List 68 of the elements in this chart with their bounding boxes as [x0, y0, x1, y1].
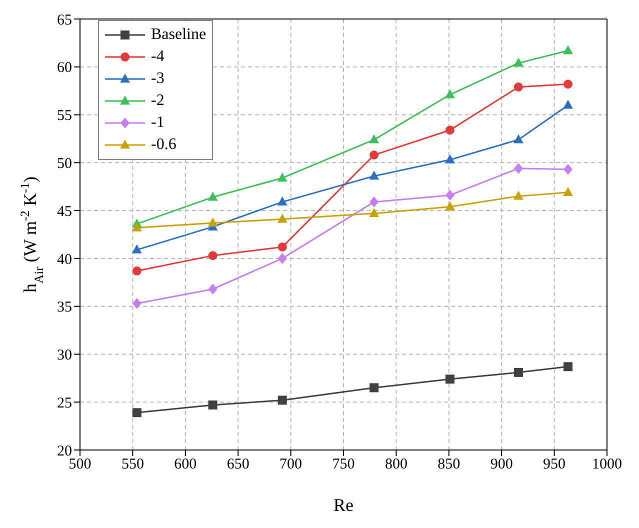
- point: [564, 164, 572, 175]
- point: [277, 196, 288, 206]
- legend-label: -1: [151, 114, 164, 132]
- point: [514, 82, 523, 92]
- point: [514, 163, 523, 174]
- point: [514, 134, 524, 144]
- point: [370, 150, 379, 160]
- point: [445, 154, 455, 164]
- point: [278, 242, 287, 252]
- y-tick-label: 65: [57, 12, 72, 28]
- point: [369, 208, 380, 218]
- point: [132, 298, 142, 309]
- point: [208, 284, 218, 294]
- legend-label: -4: [151, 48, 164, 66]
- point: [445, 190, 454, 201]
- x-axis-title: Re: [334, 494, 354, 515]
- x-tick-label: 800: [384, 456, 408, 473]
- x-tick-label: 650: [226, 456, 250, 473]
- point: [514, 190, 524, 200]
- y-tick-label: 45: [57, 204, 72, 220]
- y-tick-label: 35: [57, 300, 72, 316]
- point: [132, 244, 142, 254]
- x-tick-label: 1000: [592, 456, 622, 473]
- y-tick-label: 50: [57, 156, 72, 172]
- point: [564, 80, 572, 89]
- y-tick-label: 60: [57, 60, 72, 76]
- x-tick-label: 600: [174, 456, 197, 473]
- point: [563, 100, 573, 109]
- point: [514, 58, 524, 67]
- x-tick-label: 500: [68, 456, 92, 473]
- y-tick-label: 55: [57, 108, 72, 124]
- point: [278, 253, 287, 264]
- point: [132, 408, 142, 418]
- point: [278, 396, 287, 405]
- x-tick-label: 850: [438, 456, 460, 473]
- legend-label: -2: [151, 92, 164, 110]
- point: [445, 89, 455, 98]
- point: [514, 368, 523, 377]
- y-tick-label: 30: [57, 348, 72, 364]
- point: [132, 266, 142, 276]
- legend-label: -0.6: [151, 136, 176, 154]
- x-tick-label: 750: [332, 456, 355, 473]
- point: [208, 400, 218, 410]
- x-tick-label: 950: [543, 456, 566, 473]
- point: [563, 45, 573, 54]
- point: [445, 374, 454, 384]
- point: [564, 362, 572, 372]
- x-tick-label: 900: [490, 456, 513, 473]
- x-tick-label: 700: [280, 456, 302, 473]
- point: [369, 134, 380, 144]
- y-tick-label: 40: [57, 252, 72, 268]
- legend-label: -3: [151, 70, 164, 88]
- point: [132, 222, 142, 232]
- point: [370, 383, 379, 392]
- point: [445, 126, 454, 135]
- point: [208, 192, 218, 201]
- x-tick-label: 550: [121, 456, 144, 473]
- point: [563, 186, 573, 196]
- point: [445, 201, 455, 210]
- point: [208, 251, 218, 260]
- y-tick-label: 20: [57, 443, 72, 460]
- point: [208, 218, 218, 227]
- point: [369, 170, 380, 180]
- point: [277, 214, 288, 223]
- point: [277, 172, 288, 182]
- legend-label: Baseline: [151, 26, 206, 44]
- point: [370, 196, 379, 208]
- y-tick-label: 25: [57, 395, 72, 412]
